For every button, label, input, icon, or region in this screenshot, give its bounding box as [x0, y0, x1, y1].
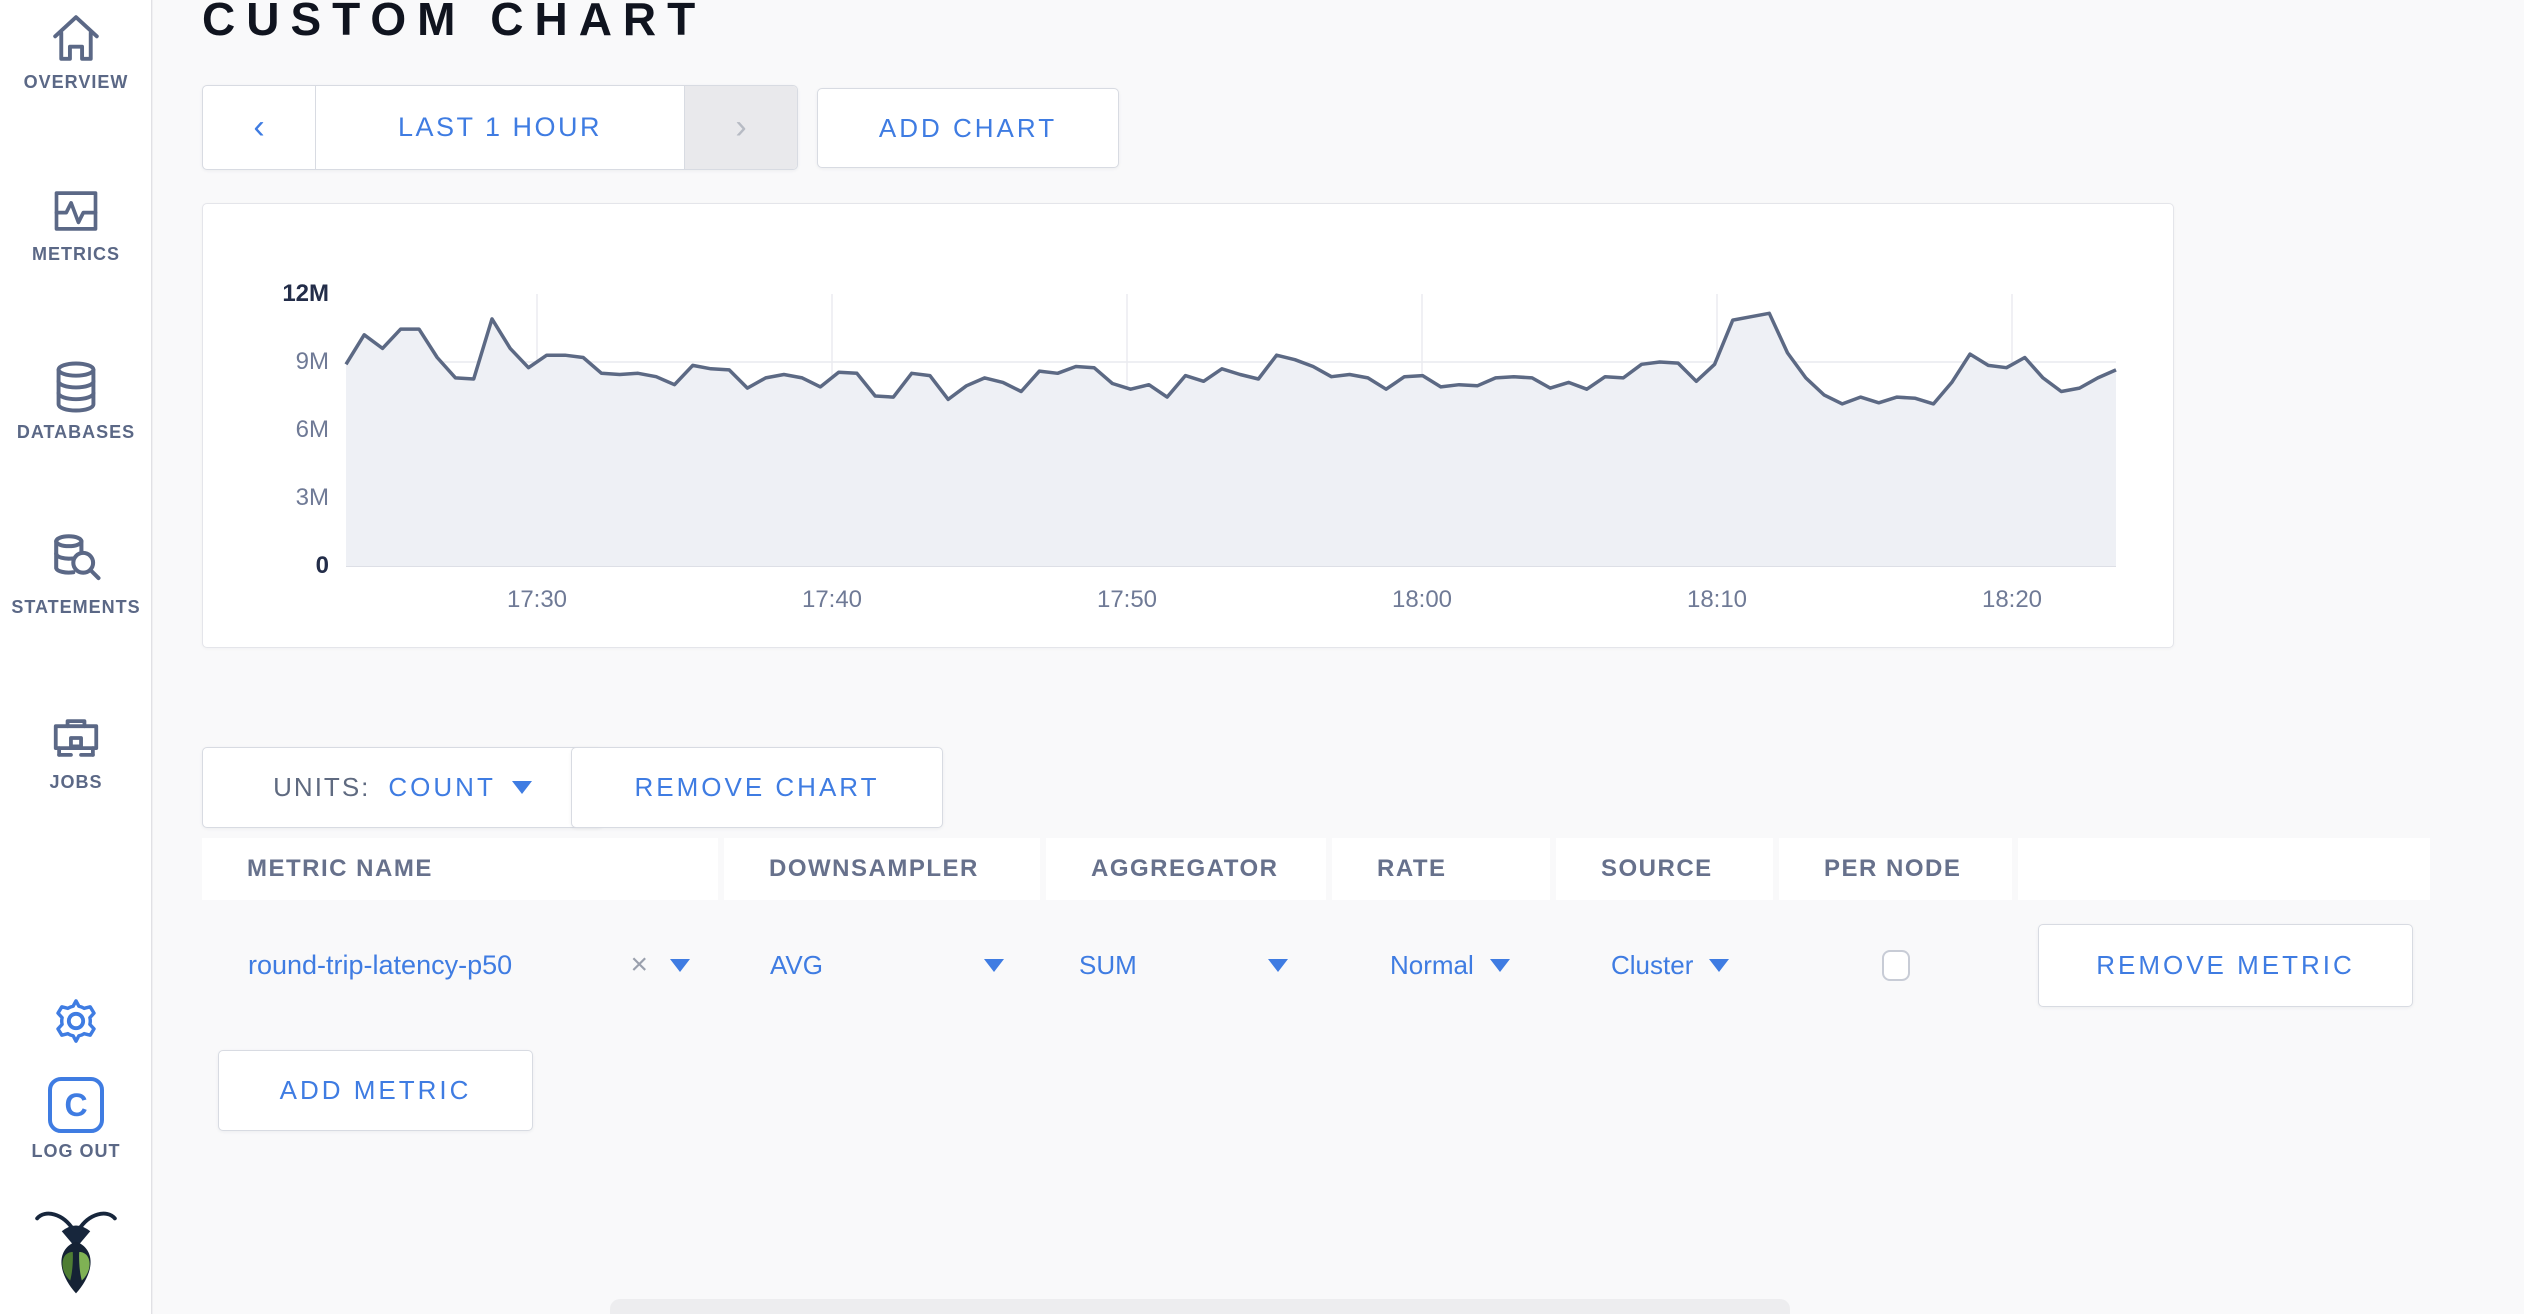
main-content: CUSTOM CHART ‹ LAST 1 HOUR › ADD CHART 0…: [152, 0, 2524, 1314]
logout-label: LOG OUT: [31, 1141, 121, 1161]
gear-icon: [0, 998, 152, 1044]
x-axis-tick-label: 18:00: [1391, 586, 1453, 613]
chevron-down-icon: [1489, 958, 1510, 972]
aggregator-select[interactable]: SUM: [1046, 950, 1326, 981]
rate-value: Normal: [1390, 949, 1474, 980]
chevron-right-icon: ›: [735, 108, 747, 146]
cockroach-bug-icon: [0, 1208, 152, 1296]
custom-chart-card: 0 3M 6M 9M 12M 17:30 17:40 17:50 18:00 18:10 18:20: [202, 203, 2174, 648]
actions-cell: REMOVE METRIC: [2018, 923, 2430, 1007]
sidebar-item-metrics[interactable]: METRICS: [0, 186, 152, 265]
downsampler-select[interactable]: AVG: [724, 950, 1040, 981]
column-header-actions: [2018, 838, 2430, 900]
chevron-down-icon: [1709, 958, 1730, 972]
sidebar-item-statements[interactable]: STATEMENTS: [0, 533, 152, 618]
y-axis-tick-label: 3M: [295, 484, 329, 511]
metric-name-value[interactable]: round-trip-latency-p50: [248, 949, 513, 980]
sidebar-item-label: JOBS: [49, 772, 103, 792]
remove-chart-button[interactable]: REMOVE CHART: [571, 747, 943, 828]
home-icon: [0, 12, 152, 64]
clear-metric-icon[interactable]: ×: [630, 948, 648, 981]
chevron-down-icon[interactable]: [670, 958, 690, 972]
time-range-prev-button[interactable]: ‹: [203, 86, 315, 169]
metrics-table-header: METRIC NAME DOWNSAMPLER AGGREGATOR RATE …: [202, 838, 2430, 900]
y-axis-tick-label: 6M: [295, 416, 329, 443]
per-node-checkbox[interactable]: [1881, 949, 1910, 981]
sidebar: OVERVIEW METRICS DATABASES: [0, 0, 152, 1314]
column-header-per-node: PER NODE: [1779, 838, 2012, 900]
sidebar-logout[interactable]: C LOG OUT: [0, 1077, 152, 1162]
chevron-left-icon: ‹: [253, 108, 265, 146]
y-axis-tick-label: 9M: [295, 348, 329, 375]
custom-chart-svg: [344, 294, 2117, 567]
remove-metric-button[interactable]: REMOVE METRIC: [2038, 923, 2413, 1007]
add-chart-button[interactable]: ADD CHART: [817, 88, 1119, 168]
sidebar-item-overview[interactable]: OVERVIEW: [0, 12, 152, 93]
x-axis-tick-label: 17:50: [1096, 586, 1158, 613]
chevron-down-icon: [511, 781, 532, 794]
column-header-metric-name: METRIC NAME: [202, 838, 718, 900]
time-range-next-button[interactable]: ›: [685, 86, 797, 169]
page-title: CUSTOM CHART: [202, 0, 707, 45]
aggregator-value: SUM: [1079, 949, 1137, 980]
x-axis-tick-label: 18:10: [1686, 586, 1748, 613]
metric-row: round-trip-latency-p50 × AVG SUM Normal …: [202, 900, 2430, 1030]
metric-name-cell: round-trip-latency-p50 ×: [202, 948, 718, 982]
column-header-rate: RATE: [1332, 838, 1550, 900]
units-dropdown[interactable]: UNITS: COUNT: [202, 747, 603, 828]
sidebar-item-label: OVERVIEW: [23, 72, 129, 92]
sidebar-item-label: STATEMENTS: [11, 597, 141, 617]
x-axis-tick-label: 18:20: [1981, 586, 2043, 613]
sidebar-settings[interactable]: [0, 998, 152, 1044]
chevron-down-icon: [984, 958, 1004, 972]
chevron-down-icon: [1268, 958, 1288, 972]
downsampler-value: AVG: [770, 949, 823, 980]
sidebar-item-label: METRICS: [32, 244, 120, 264]
briefcase-icon: [0, 712, 152, 764]
metrics-icon: [0, 186, 152, 236]
source-value: Cluster: [1611, 949, 1694, 980]
y-axis-tick-label: 12M: [282, 280, 329, 307]
x-axis-tick-label: 17:40: [801, 586, 863, 613]
rate-select[interactable]: Normal: [1332, 950, 1550, 981]
statements-icon: [0, 533, 152, 589]
column-header-aggregator: AGGREGATOR: [1046, 838, 1326, 900]
sidebar-item-label: DATABASES: [16, 422, 136, 442]
column-header-downsampler: DOWNSAMPLER: [724, 838, 1040, 900]
units-prefix-label: UNITS:: [273, 772, 371, 802]
time-range-selector: ‹ LAST 1 HOUR ›: [202, 85, 798, 170]
add-metric-button[interactable]: ADD METRIC: [218, 1050, 533, 1131]
column-header-source: SOURCE: [1556, 838, 1773, 900]
bottom-scrollbar-track[interactable]: [610, 1299, 1790, 1314]
x-axis-tick-label: 17:30: [506, 586, 568, 613]
per-node-cell: [1779, 949, 2012, 981]
logo-letter: C: [64, 1086, 88, 1123]
sidebar-item-jobs[interactable]: JOBS: [0, 712, 152, 793]
database-icon: [0, 360, 152, 414]
cockroach-c-logo-icon: C: [48, 1077, 104, 1133]
y-axis-tick-label: 0: [315, 552, 329, 579]
units-value: COUNT: [388, 772, 496, 802]
source-select[interactable]: Cluster: [1556, 950, 1773, 981]
time-range-label[interactable]: LAST 1 HOUR: [315, 86, 685, 169]
sidebar-item-databases[interactable]: DATABASES: [0, 360, 152, 443]
cockroach-logo: [0, 1208, 152, 1296]
